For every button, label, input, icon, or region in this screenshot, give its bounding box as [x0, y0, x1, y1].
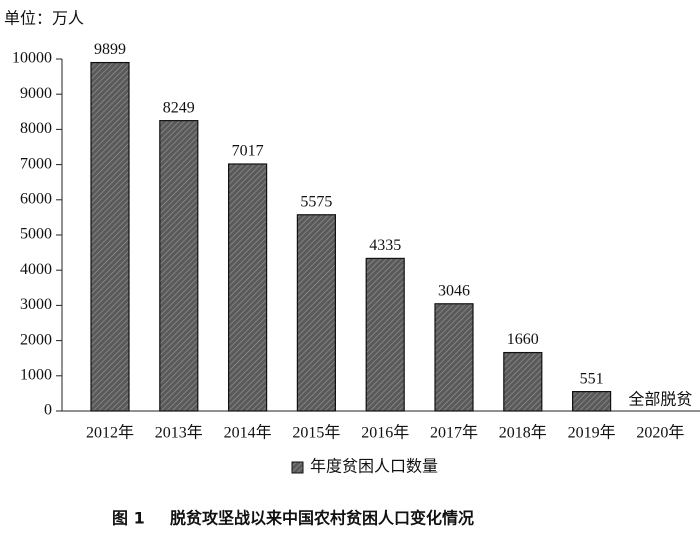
- x-tick-label: 2012年: [86, 424, 134, 442]
- legend-swatch: [291, 461, 304, 474]
- y-tick-label: 1000: [20, 366, 52, 383]
- y-tick-label: 10000: [12, 50, 52, 67]
- bar: [365, 257, 405, 412]
- bar: [90, 61, 130, 412]
- bar: [228, 163, 268, 412]
- caption-figure: 图 1: [112, 509, 145, 528]
- value-label: 551: [580, 370, 604, 387]
- annotation: 全部脱贫: [628, 391, 692, 409]
- value-label: 7017: [232, 143, 264, 160]
- y-tick-label: 3000: [20, 296, 52, 313]
- x-tick-label: 2017年: [430, 424, 478, 442]
- x-tick-label: 2018年: [499, 424, 547, 442]
- bar: [571, 391, 612, 412]
- y-tick-label: 7000: [20, 155, 52, 172]
- y-tick-label: 9000: [20, 85, 52, 102]
- bar: [434, 303, 474, 412]
- value-label: 1660: [507, 331, 539, 348]
- y-axis-label: 单位：万人: [4, 10, 84, 28]
- value-label: 5575: [300, 193, 332, 210]
- bar: [296, 214, 336, 412]
- y-tick-label: 4000: [20, 261, 52, 278]
- value-label: 8249: [163, 99, 195, 116]
- x-tick-label: 2016年: [361, 424, 409, 442]
- x-tick-label: 2014年: [224, 424, 272, 442]
- x-tick-label: 2019年: [568, 424, 616, 442]
- value-label: 3046: [438, 282, 470, 299]
- y-tick-label: 5000: [20, 226, 52, 243]
- x-tick-label: 2020年: [636, 424, 684, 442]
- x-tick-label: 2013年: [155, 424, 203, 442]
- y-tick-label: 8000: [20, 120, 52, 137]
- y-tick-label: 6000: [20, 190, 52, 207]
- bar: [159, 120, 199, 412]
- legend-label: 年度贫困人口数量: [310, 458, 438, 476]
- y-tick-label: 2000: [20, 331, 52, 348]
- caption-title: 脱贫攻坚战以来中国农村贫困人口变化情况: [170, 509, 474, 528]
- y-tick-label: 0: [44, 402, 52, 419]
- bar: [503, 351, 543, 412]
- value-label: 9899: [94, 41, 126, 58]
- x-tick-label: 2015年: [292, 424, 340, 442]
- value-label: 4335: [369, 237, 401, 254]
